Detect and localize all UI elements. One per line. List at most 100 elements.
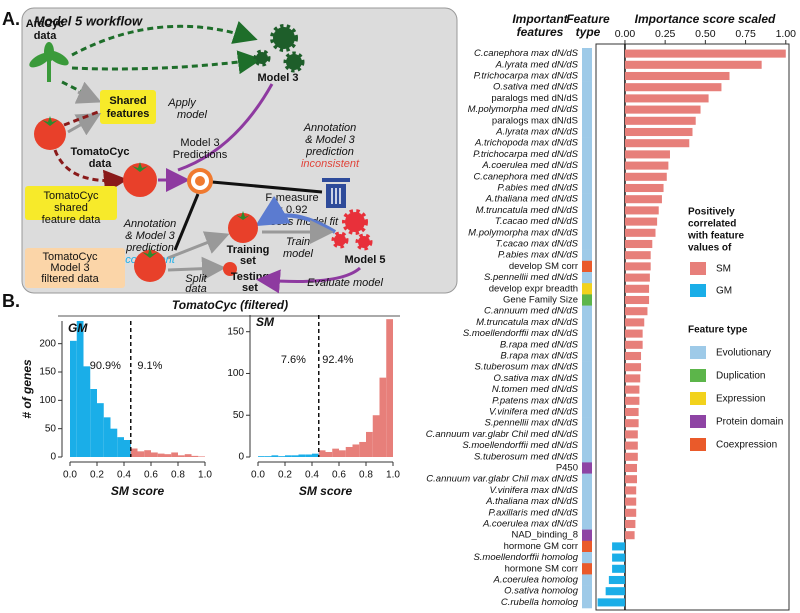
box [25, 186, 117, 220]
label: data [185, 283, 206, 295]
feature-label: S.moellendorffii max dN/dS [463, 328, 579, 339]
feature-label: S.moellendorffii med dN/dS [462, 440, 578, 451]
header: Feature [566, 12, 610, 26]
histogram-bar [318, 450, 326, 457]
feature-label: develop expr breadth [489, 283, 578, 294]
bar [624, 497, 637, 506]
histogram-bar [130, 448, 138, 457]
y-tick-label: 150 [227, 326, 244, 337]
bar [624, 508, 637, 517]
feature-label: S.tuberosum med dN/dS [474, 451, 579, 462]
feature-type-cell [582, 92, 592, 105]
feature-type-cell [582, 260, 592, 273]
label: Model 3 [50, 262, 89, 274]
histogram-bar [271, 455, 279, 457]
bar [624, 475, 638, 484]
histogram-bar [191, 455, 199, 457]
feature-label: T.cacao med dN/dS [495, 216, 579, 227]
label: Apply [167, 97, 197, 109]
region-label: 92.4% [322, 354, 353, 366]
legend-label: Protein domain [716, 417, 783, 428]
label: Model 5 [345, 254, 386, 266]
feature-label: S.pennellii max dN/dS [485, 418, 579, 429]
feature-label: P.axillaris med dN/dS [488, 507, 578, 518]
histogram-bar [157, 453, 165, 457]
feature-type-cell [582, 81, 592, 94]
label: feature data [42, 214, 102, 226]
feature-type-cell [582, 339, 592, 351]
x-tick-label: 0.0 [251, 470, 265, 481]
bar [624, 251, 651, 260]
label: model [177, 109, 208, 121]
legend-title: Positively [688, 207, 735, 218]
feature-type-cell [582, 328, 592, 340]
histogram-bar [97, 403, 104, 457]
feature-type-cell [582, 182, 592, 194]
tomato-icon [123, 162, 157, 197]
bar [624, 172, 667, 181]
x-tick-label: 1.0 [198, 470, 212, 481]
feature-label: C.annuum med dN/dS [484, 306, 579, 317]
histogram-bar [258, 456, 265, 457]
tomato-icon [223, 262, 237, 276]
feature-label: M.truncatula max dN/dS [476, 317, 579, 328]
feature-type-cell [582, 574, 592, 586]
feature-type-cell [582, 395, 592, 407]
legend-label: Evolutionary [716, 348, 771, 359]
bar [624, 452, 638, 461]
y-tick-label: 0 [238, 452, 244, 463]
region-label: 90.9% [90, 360, 121, 372]
bar [624, 351, 642, 361]
label: & Model 3 [125, 230, 175, 242]
feature-type-cell [582, 585, 592, 598]
chart-title: Importance score scaled [635, 12, 776, 26]
feature-label: O.sativa homolog [504, 586, 579, 597]
feature-label: V.vinifera max dN/dS [489, 485, 578, 496]
histogram-bar [76, 321, 84, 457]
feature-type-cell [582, 428, 592, 441]
bar [624, 385, 640, 394]
bar [624, 374, 641, 383]
feature-type-cell [582, 361, 592, 374]
bar [624, 116, 696, 125]
feature-type-cell [582, 115, 592, 127]
feature-label: S.tuberosum max dN/dS [475, 362, 579, 373]
feature-type-cell [582, 204, 592, 217]
box [25, 248, 125, 288]
histogram-bar [339, 450, 346, 457]
panel-label: A. [2, 9, 20, 29]
feature-label: C.annuum var.glabr Chil max dN/dS [426, 474, 578, 485]
feature-type-cell [582, 283, 592, 295]
feature-label: paralogs med dN/dS [491, 93, 578, 104]
histogram-bar [103, 417, 111, 457]
label: Predictions [173, 149, 228, 161]
y-tick-label: 100 [227, 368, 244, 379]
label: set [240, 255, 256, 267]
chart-title: SM [256, 315, 275, 329]
histogram-bar [305, 454, 312, 457]
feature-label: A.trichopoda max dN/dS [474, 138, 579, 149]
feature-type-cell [582, 137, 592, 150]
label: inconsistent [301, 158, 360, 170]
legend-swatch [690, 262, 706, 275]
bar [612, 564, 625, 573]
feature-type-cell [582, 238, 592, 250]
feature-label: A.coerulea med dN/dS [481, 160, 578, 171]
legend-title: correlated [688, 219, 736, 230]
histogram-bar [264, 456, 272, 457]
feature-label: NAD_binding_8 [511, 530, 578, 541]
feature-type-cell [582, 384, 592, 396]
feature-label: O.sativa max dN/dS [494, 373, 579, 384]
label: TomatoCyc [43, 190, 99, 202]
bar [612, 542, 625, 551]
bar [624, 519, 636, 529]
connector [211, 180, 323, 194]
histogram-bar [171, 452, 178, 457]
feature-type-cell [582, 294, 592, 306]
target-icon [187, 168, 213, 194]
legend-swatch [690, 284, 706, 297]
histogram-bar [312, 453, 319, 457]
bar [624, 206, 659, 215]
bar [597, 598, 625, 607]
bar [624, 396, 640, 405]
